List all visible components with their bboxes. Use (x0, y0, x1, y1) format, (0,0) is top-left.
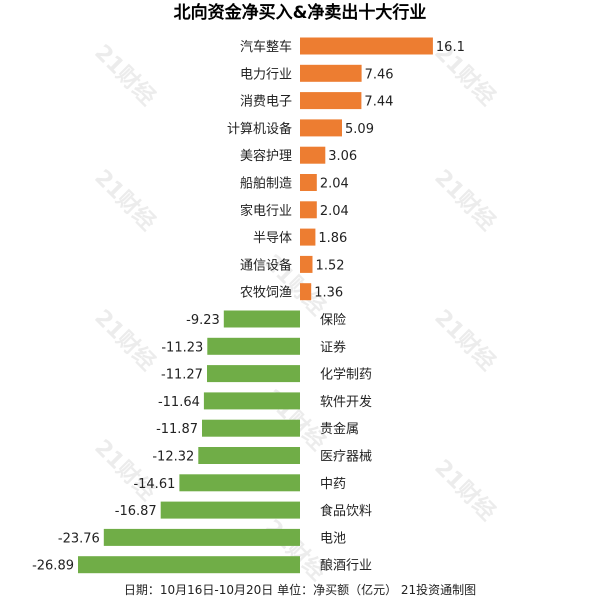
chart-footer: 日期：10月16日-10月20日 单位：净买额（亿元） 21投资通制图 (124, 582, 476, 597)
watermark-text: 21财经 (429, 164, 500, 235)
value-label: -11.64 (158, 395, 200, 410)
value-label: -11.87 (156, 422, 198, 437)
watermark-text: 21财经 (89, 164, 160, 235)
value-label: 16.1 (436, 40, 465, 55)
bar (300, 119, 342, 137)
category-label: 消费电子 (240, 95, 292, 110)
watermark-text: 21财经 (259, 514, 330, 585)
category-label: 电力行业 (240, 67, 292, 82)
category-label: 家电行业 (240, 203, 292, 219)
bar (223, 310, 300, 328)
value-label: 7.46 (365, 67, 394, 82)
bar (78, 556, 300, 574)
value-label: -26.89 (32, 559, 74, 574)
category-label: 通信设备 (240, 257, 292, 273)
bars-layer: 汽车整车 16.1 电力行业 7.46 消费电子 7.44 计算机设备 5.09 美容护理 3.0… (32, 37, 465, 574)
category-label: 农牧饲渔 (240, 286, 292, 301)
category-label: 贵金属 (320, 421, 359, 437)
bar (300, 146, 326, 164)
category-label: 电池 (320, 531, 346, 546)
category-label: 船舶制造 (240, 176, 292, 192)
value-label: -14.61 (133, 477, 175, 492)
chart-title: 北向资金净买入&净卖出十大行业 (174, 2, 427, 23)
category-label: 保险 (320, 313, 346, 328)
bar (300, 283, 312, 301)
value-label: -16.87 (115, 504, 157, 519)
value-label: 1.86 (318, 231, 347, 246)
watermark-text: 21财经 (429, 304, 500, 375)
value-label: 5.09 (345, 122, 374, 137)
bar (300, 64, 362, 82)
category-label: 证券 (320, 339, 346, 355)
category-label: 酿酒行业 (320, 558, 372, 574)
watermark-text: 21财经 (89, 304, 160, 375)
watermark-text: 21财经 (429, 454, 500, 525)
category-label: 软件开发 (320, 394, 372, 410)
value-label: -11.23 (161, 340, 203, 355)
value-label: 7.44 (364, 95, 393, 110)
category-label: 汽车整车 (240, 39, 292, 55)
bar (202, 419, 300, 437)
bar (179, 474, 300, 492)
bar (300, 37, 433, 55)
category-label: 食品饮料 (320, 503, 372, 519)
category-label: 计算机设备 (227, 121, 292, 137)
bar (207, 365, 300, 383)
value-label: -23.76 (58, 531, 100, 546)
bar (103, 528, 300, 546)
category-label: 美容护理 (240, 148, 292, 164)
watermark-text: 21财经 (89, 434, 160, 505)
value-label: -9.23 (186, 313, 220, 328)
value-label: 3.06 (328, 149, 357, 164)
bar (300, 201, 317, 219)
bar (300, 228, 316, 246)
bar (207, 337, 300, 355)
value-label: 2.04 (320, 204, 349, 219)
value-label: -11.27 (161, 368, 203, 383)
category-label: 医疗器械 (320, 450, 372, 465)
value-label: 1.36 (314, 286, 343, 301)
bar (203, 392, 300, 410)
value-label: 1.52 (316, 258, 345, 273)
category-label: 中药 (320, 477, 346, 492)
bar (300, 174, 317, 191)
bar (300, 92, 362, 110)
value-label: 2.04 (320, 177, 349, 192)
bar (198, 447, 300, 464)
watermark-text: 21财经 (89, 39, 160, 110)
value-label: -12.32 (152, 450, 194, 465)
category-label: 半导体 (253, 231, 292, 246)
bar (160, 501, 300, 519)
category-label: 化学制药 (320, 367, 372, 383)
bar (300, 255, 313, 273)
